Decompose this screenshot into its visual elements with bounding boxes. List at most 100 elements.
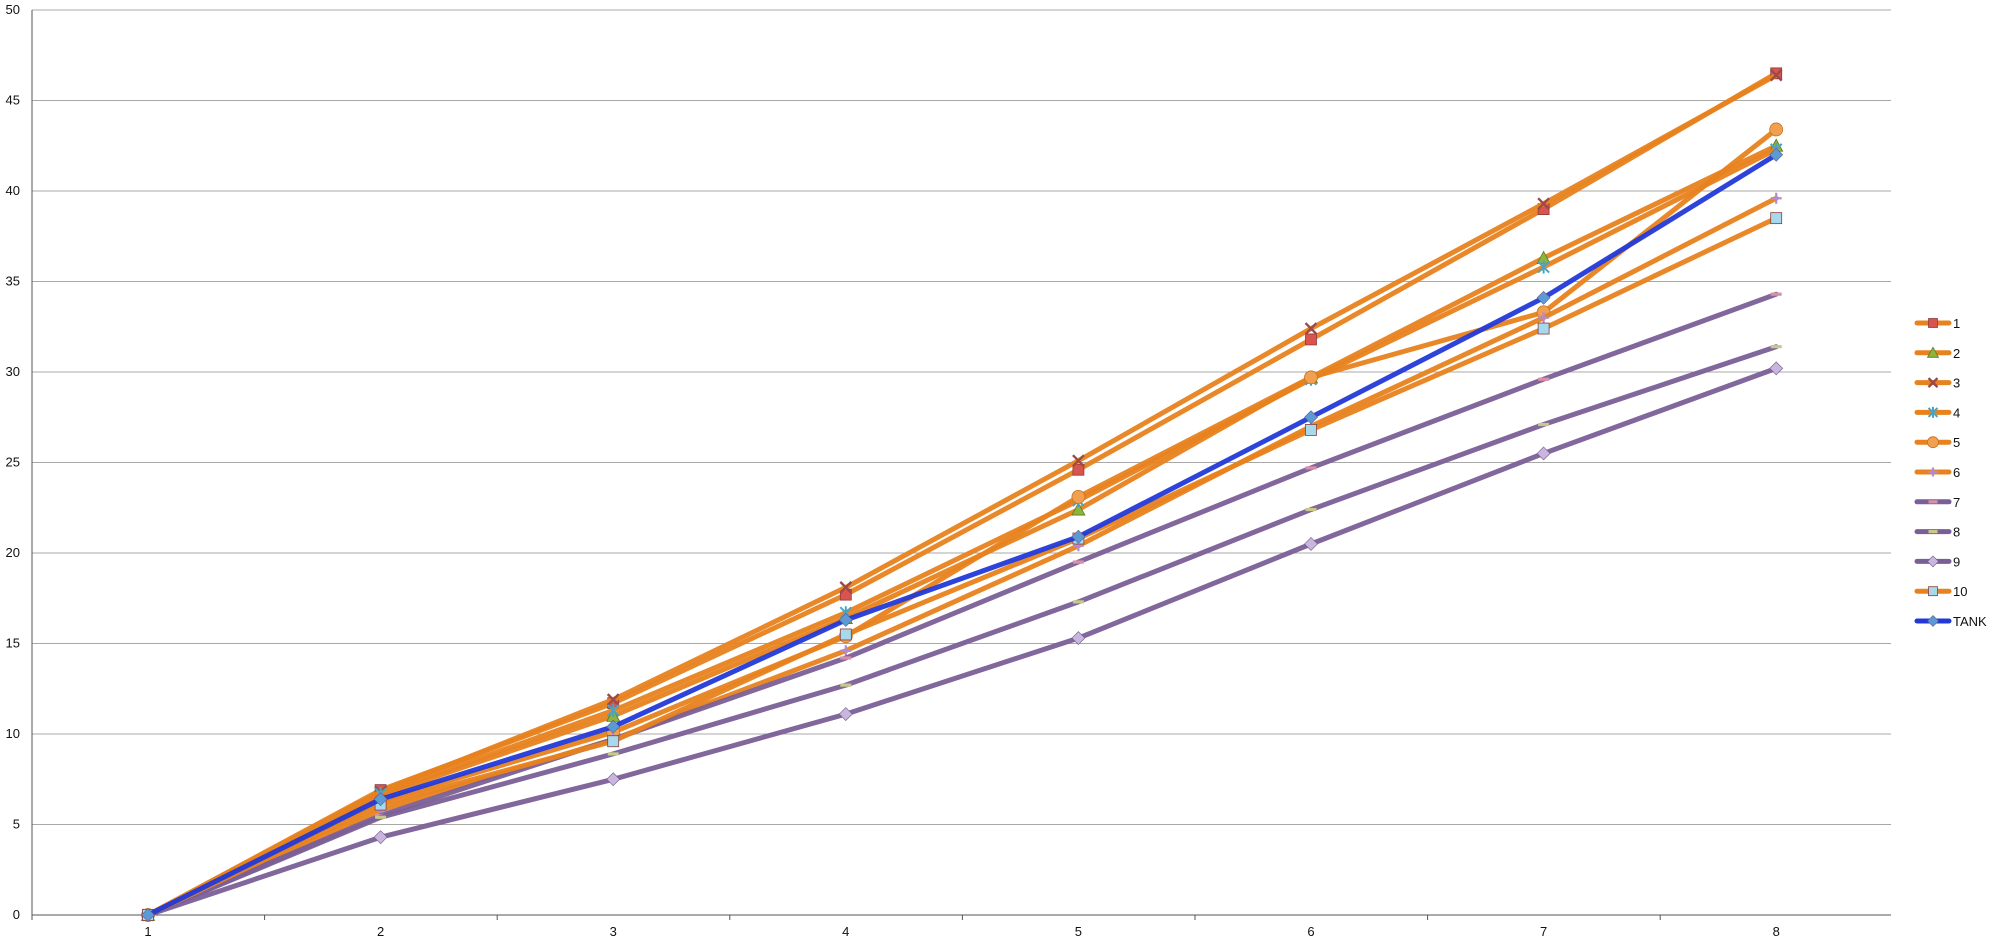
data-point (1304, 410, 1318, 425)
y-tick-label: 0 (13, 907, 20, 922)
legend: 1 2 3 4 5 6 7 8 9 10 TANK (1914, 316, 1987, 629)
x-tick-label: 3 (610, 924, 617, 939)
data-point (1538, 422, 1550, 427)
x-tick-label: 8 (1773, 924, 1780, 939)
legend-marker (1928, 467, 1938, 477)
data-point (606, 703, 620, 717)
legend-item: 7 (1914, 495, 1960, 510)
data-point (1305, 424, 1317, 436)
x-tick-label: 6 (1307, 924, 1314, 939)
legend-label: 4 (1953, 405, 1960, 420)
legend-marker (1926, 346, 1940, 358)
x-tick-label: 7 (1540, 924, 1547, 939)
y-tick-label: 35 (6, 274, 20, 289)
data-point (1769, 147, 1784, 162)
series-8 (142, 344, 1782, 918)
y-tick-label: 50 (6, 2, 20, 17)
legend-marker (1928, 500, 1938, 504)
data-point (839, 581, 853, 594)
series-line (145, 72, 1779, 918)
legend-marker (1927, 436, 1939, 449)
legend-label: 8 (1953, 525, 1960, 540)
data-point (1304, 322, 1318, 335)
legend-item: 10 (1914, 584, 1967, 599)
series-line (145, 365, 1779, 918)
y-tick-label: 10 (6, 726, 20, 741)
series-7 (142, 291, 1782, 918)
series-line (145, 195, 1779, 918)
series-line (145, 146, 1779, 918)
x-tick-label: 2 (377, 924, 384, 939)
data-point (373, 830, 388, 845)
legend-item: 3 (1914, 376, 1960, 391)
legend-label: TANK (1953, 614, 1987, 629)
data-point (1538, 377, 1550, 381)
legend-marker (1928, 530, 1938, 534)
data-point (1305, 333, 1317, 346)
data-point (840, 656, 852, 660)
legend-item: 8 (1914, 525, 1960, 540)
data-point (1072, 560, 1084, 564)
series-line (145, 344, 1779, 918)
y-tick-label: 5 (13, 817, 20, 832)
data-point (606, 693, 620, 706)
legend-label: 1 (1953, 316, 1960, 331)
legend-item: TANK (1914, 614, 1987, 629)
y-tick-label: 30 (6, 364, 20, 379)
data-point (607, 735, 620, 748)
data-point (375, 815, 387, 819)
data-point (1538, 312, 1550, 324)
data-point (1071, 631, 1086, 645)
x-tick-label: 1 (144, 924, 151, 939)
data-point (1072, 600, 1084, 604)
legend-item: 9 (1914, 554, 1960, 569)
legend-item: 2 (1914, 346, 1960, 361)
legend-item: 1 (1914, 316, 1960, 331)
legend-marker (1927, 377, 1939, 388)
data-point (1769, 361, 1784, 376)
series-tank (141, 147, 1784, 922)
series-line (145, 152, 1779, 918)
data-point (1770, 345, 1782, 349)
legend-item: 6 (1914, 465, 1960, 480)
y-tick-label: 45 (6, 93, 20, 108)
data-point (1304, 370, 1318, 385)
legend-label: 5 (1953, 435, 1960, 450)
data-point (1072, 454, 1085, 468)
series-line (145, 291, 1779, 918)
data-point (1537, 260, 1550, 274)
data-point (1536, 446, 1551, 461)
legend-marker (1927, 555, 1939, 568)
legend-marker (1927, 615, 1939, 627)
data-point (838, 613, 853, 627)
y-tick-label: 20 (6, 545, 20, 560)
y-tick-label: 25 (6, 455, 20, 470)
data-point (1537, 322, 1550, 335)
data-point (1305, 507, 1317, 512)
data-point (1769, 68, 1783, 82)
data-point (606, 719, 621, 734)
data-point (606, 772, 621, 787)
data-point (1770, 292, 1782, 296)
data-point (1769, 122, 1784, 137)
data-point (607, 752, 619, 756)
legend-label: 6 (1953, 465, 1960, 480)
data-point (840, 683, 852, 687)
legend-label: 2 (1953, 346, 1960, 361)
legend-item: 5 (1914, 435, 1960, 450)
data-point (838, 707, 853, 722)
data-point (141, 908, 155, 922)
series-line (145, 215, 1779, 918)
data-point (1305, 466, 1317, 470)
data-point (1071, 489, 1086, 504)
data-point (1770, 212, 1783, 225)
data-point (373, 792, 388, 807)
series-lines (140, 67, 1784, 922)
data-point (1071, 502, 1086, 516)
legend-label: 9 (1953, 554, 1960, 569)
data-point (839, 628, 852, 641)
legend-label: 7 (1953, 495, 1960, 510)
y-tick-label: 15 (6, 636, 20, 651)
